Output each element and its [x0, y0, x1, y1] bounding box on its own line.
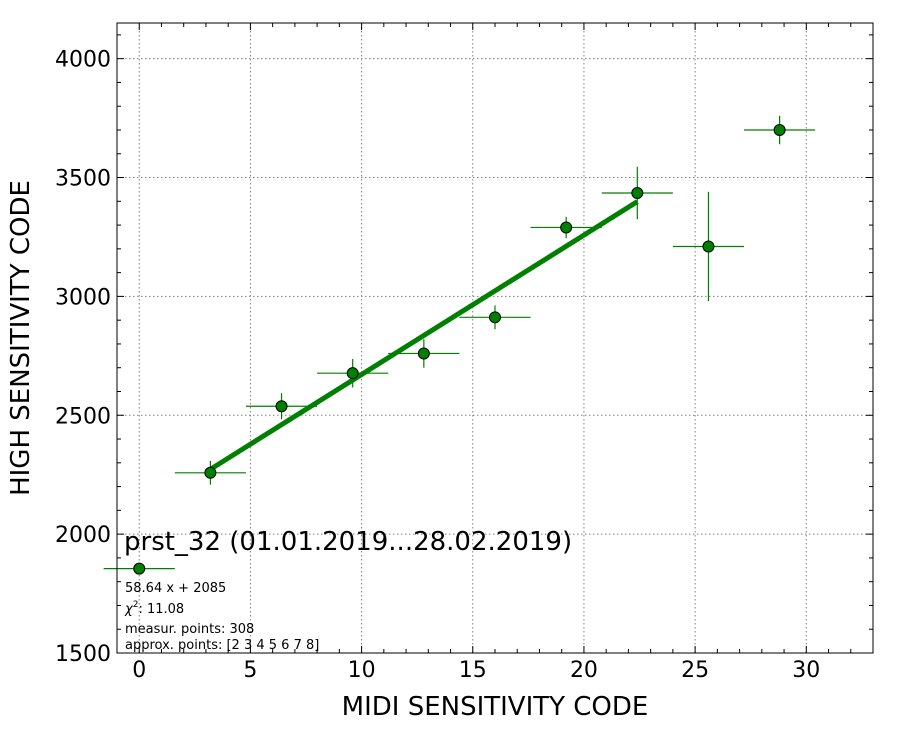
- x-tick-labels: 0 5 10 15 20 25 30: [132, 658, 820, 683]
- chart-title: prst_32 (01.01.2019...28.02.2019): [124, 527, 572, 557]
- plot-background: [117, 23, 873, 653]
- approx-points: approx. points: [2 3 4 5 6 7 8]: [125, 638, 319, 653]
- chi2-symbol: χ: [124, 602, 134, 617]
- x-tick-label: 5: [243, 658, 257, 683]
- y-axis-title: HIGH SENSITIVITY CODE: [6, 180, 36, 496]
- x-tick-label: 30: [792, 658, 820, 683]
- fit-layer: [209, 199, 639, 472]
- fit-line: [209, 199, 639, 472]
- x-tick-label: 0: [132, 658, 146, 683]
- markers: [133, 123, 786, 575]
- data-point: [489, 311, 501, 324]
- data-point: [702, 240, 715, 253]
- grid: [117, 23, 873, 653]
- x-tick-label: 15: [459, 658, 487, 683]
- x-tick-label: 20: [570, 658, 598, 683]
- data-point: [631, 186, 644, 199]
- data-point: [346, 367, 359, 380]
- y-tick-labels: 1500 2000 2500 3000 3500 4000: [55, 48, 111, 667]
- x-axis-title: MIDI SENSITIVITY CODE: [342, 692, 649, 722]
- data-point: [133, 562, 146, 575]
- y-tick-label: 4000: [55, 48, 111, 73]
- chi2-exponent: 2: [133, 600, 139, 610]
- y-tick-label: 3000: [55, 285, 111, 310]
- data-point: [275, 400, 288, 413]
- y-tick-label: 3500: [55, 167, 111, 192]
- x-tick-label: 25: [681, 658, 709, 683]
- chi2-value: : 11.08: [138, 602, 184, 617]
- data-point: [417, 347, 430, 360]
- data-point: [204, 466, 217, 479]
- measur-points: measur. points: 308: [125, 622, 254, 637]
- major-ticks: [117, 23, 873, 654]
- data-point: [560, 221, 573, 234]
- chi2-annotation: χ2: 11.08: [124, 600, 184, 617]
- x-tick-label: 10: [348, 658, 376, 683]
- y-tick-label: 1500: [55, 642, 111, 667]
- y-tick-label: 2500: [55, 404, 111, 429]
- fit-equation: 58.64 x + 2085: [125, 581, 226, 596]
- data-point: [773, 123, 786, 136]
- y-tick-label: 2000: [55, 523, 111, 548]
- plot-frame: [116, 22, 874, 654]
